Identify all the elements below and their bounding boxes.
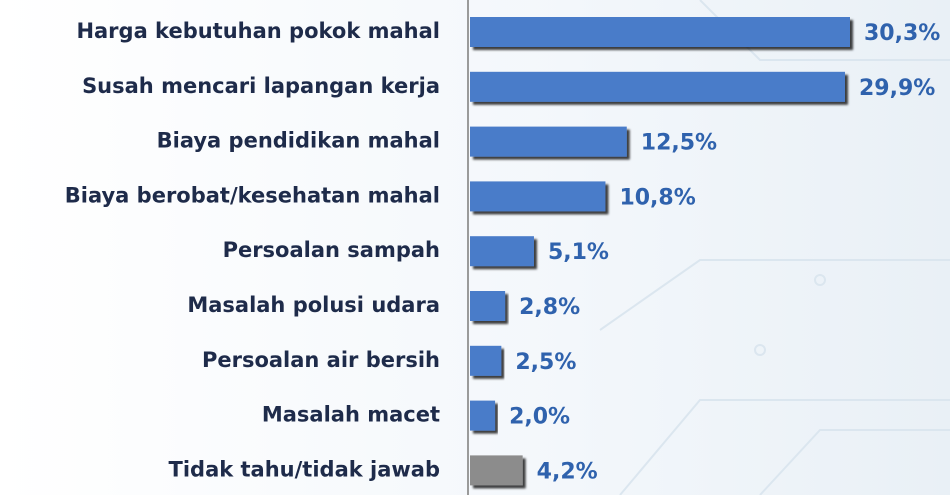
bar xyxy=(470,126,627,157)
bar xyxy=(470,17,850,47)
bar xyxy=(470,181,606,212)
bar xyxy=(470,291,506,321)
value-label: 2,8% xyxy=(519,295,580,320)
value-label: 29,9% xyxy=(859,76,935,101)
value-label: 2,5% xyxy=(515,350,576,375)
category-label: Masalah polusi udara xyxy=(187,293,440,317)
bar xyxy=(470,400,496,431)
bar xyxy=(470,236,534,267)
bar xyxy=(470,455,523,486)
bar xyxy=(470,345,502,376)
value-label: 30,3% xyxy=(864,21,940,46)
value-label: 12,5% xyxy=(641,131,717,156)
category-label: Persoalan air bersih xyxy=(202,348,440,372)
value-label: 2,0% xyxy=(509,405,570,430)
value-label: 5,1% xyxy=(548,240,609,265)
category-label: Masalah macet xyxy=(262,403,440,427)
background-circuit xyxy=(599,0,950,495)
category-label: Tidak tahu/tidak jawab xyxy=(169,457,440,481)
value-label: 10,8% xyxy=(619,185,695,210)
category-label: Susah mencari lapangan kerja xyxy=(82,74,440,98)
category-label: Biaya berobat/kesehatan mahal xyxy=(65,183,440,207)
category-label: Harga kebutuhan pokok mahal xyxy=(76,19,440,43)
value-label: 4,2% xyxy=(537,459,598,484)
bar xyxy=(470,71,845,102)
category-label: Persoalan sampah xyxy=(223,238,440,262)
category-label: Biaya pendidikan mahal xyxy=(157,129,440,153)
